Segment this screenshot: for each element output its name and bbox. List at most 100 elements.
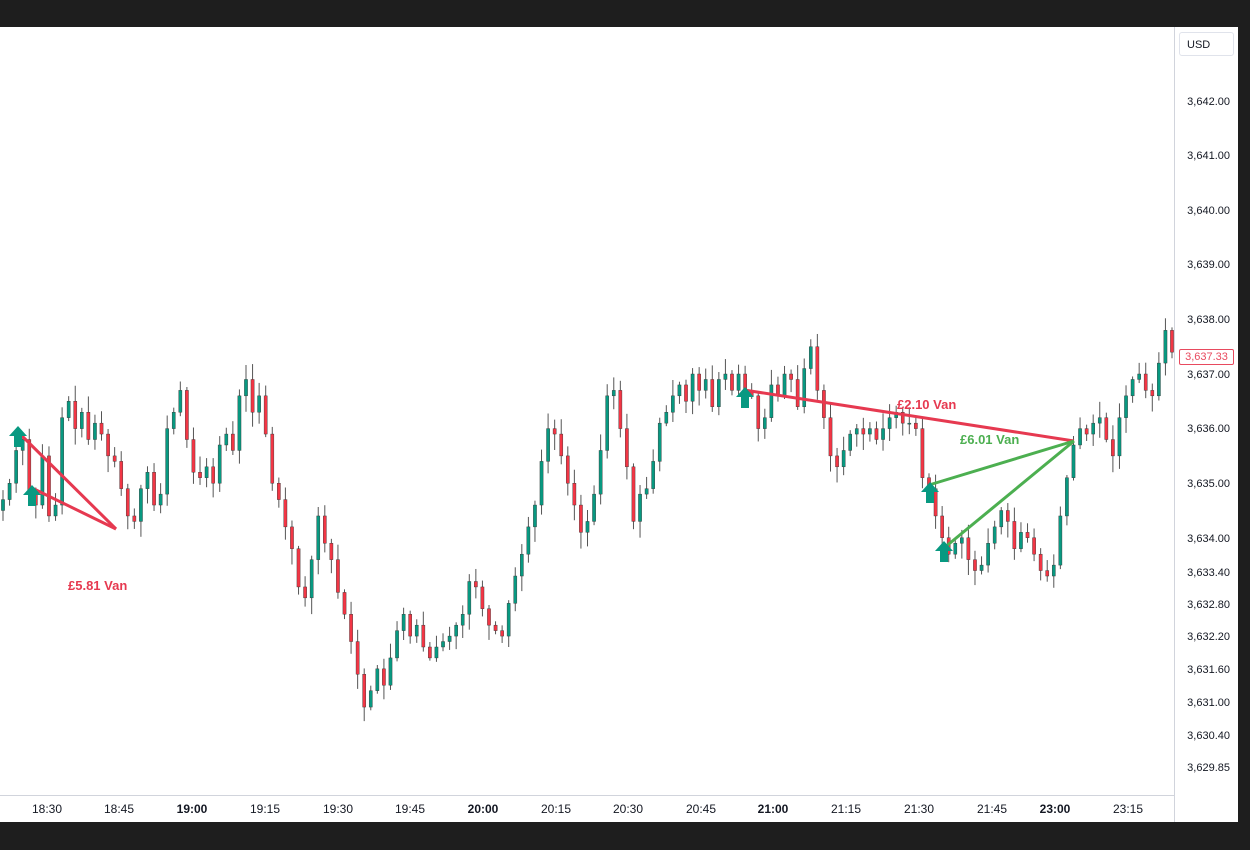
candle-down [835, 447, 839, 483]
buy-arrow-icon[interactable] [736, 387, 754, 408]
candle-down [815, 333, 820, 400]
candle-down [1150, 383, 1155, 412]
candle-down [1170, 327, 1174, 359]
candle-up [66, 396, 71, 422]
candle-up [257, 382, 261, 424]
candle-down [618, 380, 623, 438]
buy-arrow-icon[interactable] [935, 541, 953, 562]
price-tick-label: 3,637.00 [1187, 369, 1230, 381]
candle-down [1012, 507, 1017, 560]
candle-up [1130, 376, 1135, 403]
candle-up [999, 507, 1004, 535]
candle-down [211, 458, 215, 498]
candle-up [1137, 362, 1141, 384]
candle-up [605, 384, 610, 459]
candle-up [992, 520, 997, 550]
time-tick-label: 21:00 [758, 802, 789, 816]
time-tick-label: 19:30 [323, 802, 353, 816]
time-tick-label: 18:30 [32, 802, 62, 816]
candle-down [349, 601, 353, 654]
candle-up [808, 339, 813, 375]
price-tick-label: 3,638.00 [1187, 314, 1230, 326]
candle-up [237, 389, 242, 464]
candle-up [401, 607, 406, 641]
candle-up [717, 372, 721, 416]
candle-up [526, 516, 531, 563]
buy-arrow-icon[interactable] [23, 485, 41, 506]
candle-up [539, 449, 544, 515]
candle-up [204, 458, 209, 488]
candle-down [710, 365, 715, 412]
candle-down [1084, 424, 1089, 441]
candle-down [487, 604, 491, 640]
candle-up [217, 436, 222, 492]
candle-down [900, 407, 905, 436]
price-chart[interactable]: £5.81 Van £2.10 Van £6.01 Van 3,642.003,… [0, 27, 1238, 822]
candle-down [290, 520, 294, 565]
candle-up [395, 621, 399, 662]
candle-down [1032, 528, 1036, 562]
candles-layer [1, 318, 1174, 722]
candle-down [106, 429, 110, 473]
candle-up [887, 404, 892, 441]
candle-up [80, 407, 84, 438]
candle-down [874, 421, 879, 445]
candle-up [1078, 417, 1082, 450]
candle-up [7, 478, 12, 506]
time-axis[interactable]: 18:30 18:45 19:00 19:15 19:30 19:45 20:00 20:15… [32, 802, 1143, 816]
candle-down [250, 364, 255, 427]
candle-up [664, 405, 669, 427]
candle-down [355, 629, 360, 689]
currency-selector[interactable]: USD [1179, 32, 1234, 56]
candle-up [723, 359, 728, 390]
candle-up [736, 364, 741, 397]
candle-up [671, 380, 675, 422]
trade-line-3a [928, 439, 1075, 487]
price-axis[interactable]: 3,642.00 3,641.00 3,640.00 3,639.00 3,638.00… [1187, 96, 1230, 774]
candle-down [474, 568, 478, 599]
candle-down [684, 379, 688, 414]
buy-arrow-icon[interactable] [921, 482, 939, 503]
candle-up [868, 422, 872, 442]
candle-up [1071, 435, 1076, 481]
buy-arrow-icon[interactable] [9, 426, 27, 447]
time-tick-label: 20:45 [686, 802, 716, 816]
candle-up [1097, 401, 1102, 438]
candle-down [730, 370, 734, 396]
candle-down [756, 392, 761, 442]
candle-up [1058, 506, 1063, 570]
candle-up [546, 413, 550, 474]
candle-up [1117, 403, 1122, 469]
candle-up [454, 622, 458, 650]
candle-down [152, 463, 156, 511]
candle-down [795, 365, 800, 410]
time-tick-label: 19:15 [250, 802, 280, 816]
candle-up [769, 369, 774, 422]
candle-down [119, 451, 124, 496]
candle-down [73, 385, 78, 445]
candle-down [342, 589, 347, 620]
price-tick-label: 3,631.60 [1187, 664, 1230, 676]
candle-down [828, 402, 833, 472]
candle-down [112, 447, 117, 468]
candle-down [99, 411, 104, 441]
time-tick-label: 18:45 [104, 802, 134, 816]
candle-up [224, 427, 229, 451]
candle-up [93, 414, 97, 450]
candle-up [1157, 352, 1161, 401]
candle-up [506, 600, 511, 648]
candle-down [263, 385, 268, 438]
time-tick-label: 19:00 [177, 802, 208, 816]
candle-up [1065, 475, 1069, 526]
candle-up [165, 415, 169, 506]
candle-up [53, 493, 58, 521]
candle-down [493, 621, 498, 635]
price-tick-label: 3,632.80 [1187, 599, 1230, 611]
candle-up [763, 408, 767, 439]
time-tick-label: 20:30 [613, 802, 643, 816]
last-price-label: 3,637.33 [1179, 349, 1234, 365]
candle-down [270, 426, 275, 491]
candle-down [914, 415, 918, 436]
candle-down [185, 386, 189, 448]
candle-up [368, 685, 373, 711]
